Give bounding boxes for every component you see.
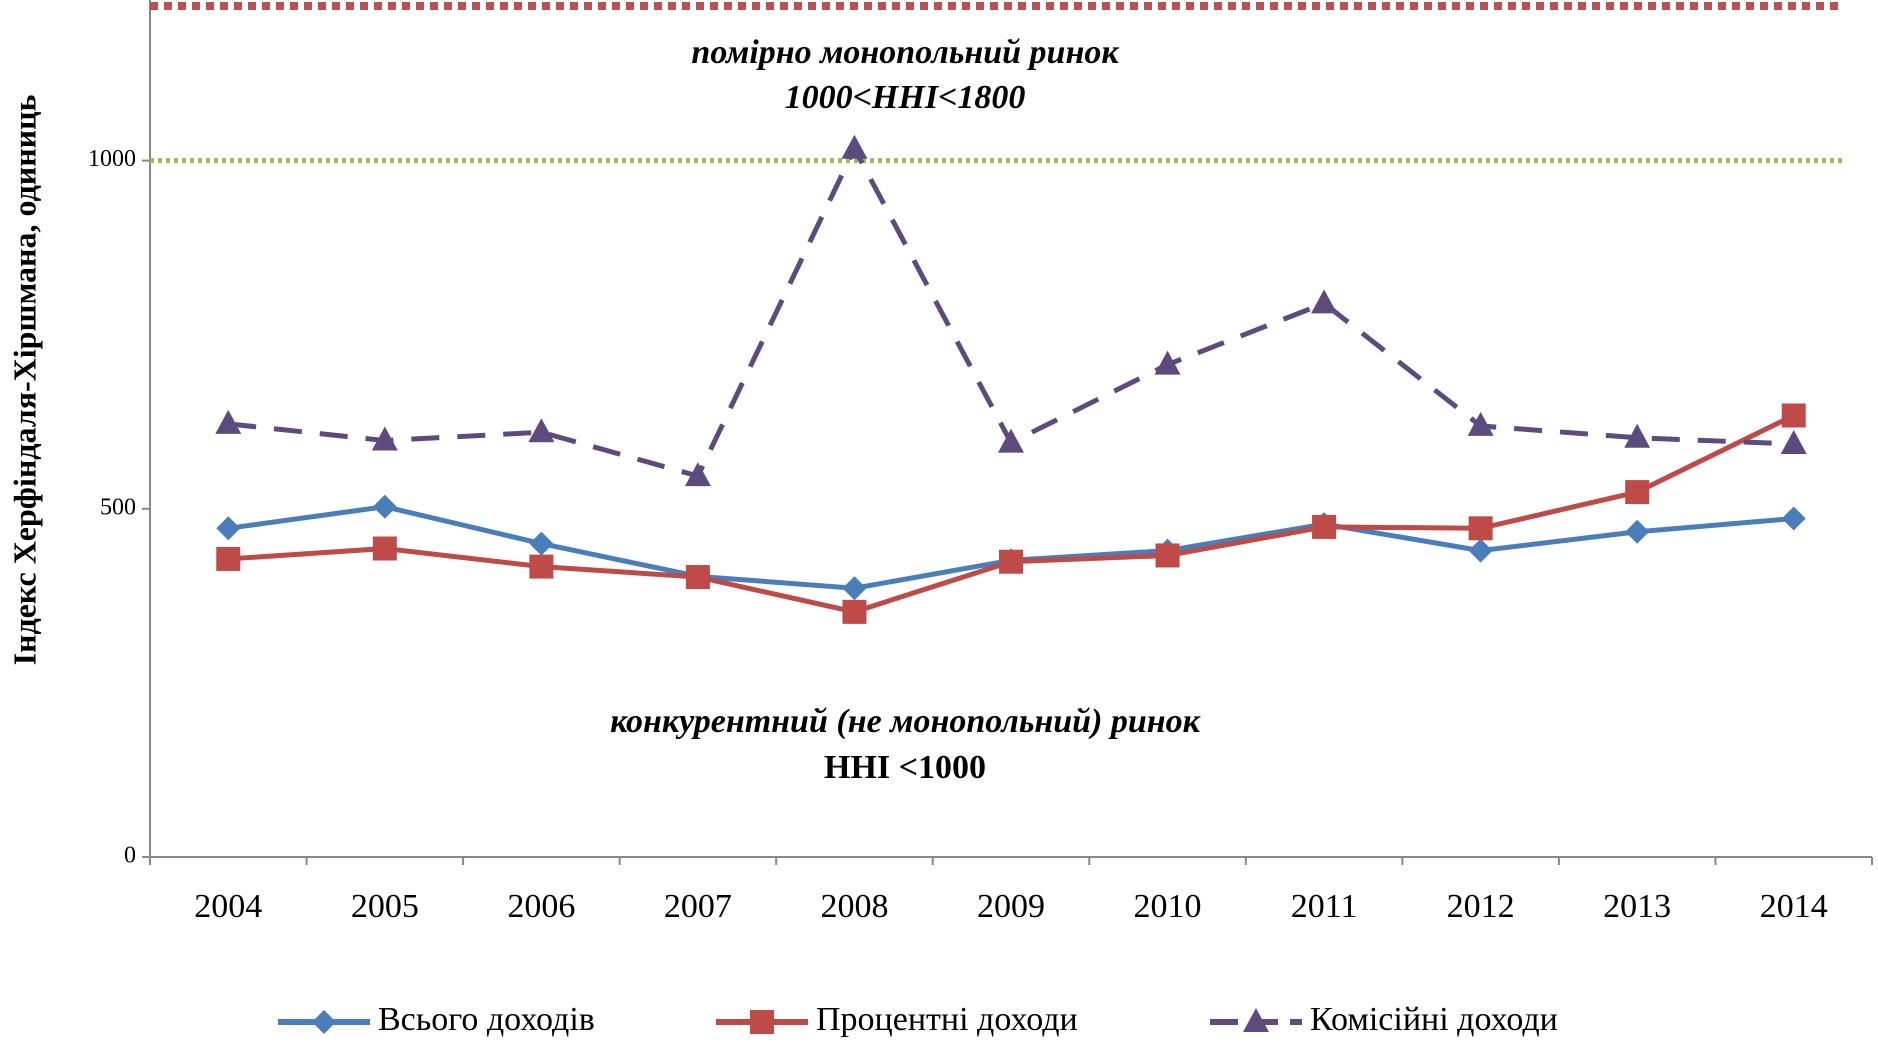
legend-label: Комісійні доходи — [1310, 1001, 1558, 1038]
y-axis-label: Індекс Херфіндаля-Хіршмана, одиниць — [6, 94, 42, 665]
series-marker — [842, 576, 867, 601]
series-marker — [1625, 519, 1650, 544]
series-marker — [998, 428, 1024, 453]
series-marker — [1312, 514, 1337, 539]
series-marker — [842, 599, 867, 624]
series-marker — [372, 494, 397, 519]
series-marker — [1624, 423, 1651, 448]
x-tick-label: 2005 — [351, 888, 419, 925]
series-marker — [216, 516, 241, 541]
series-line — [228, 143, 1794, 480]
series-marker — [1781, 403, 1806, 428]
series-marker — [529, 554, 554, 579]
series-marker — [1780, 430, 1807, 455]
y-tick-label: 0 — [124, 843, 136, 869]
legend-label: Процентні доходи — [816, 1001, 1078, 1038]
x-tick-label: 2009 — [977, 888, 1045, 925]
x-tick-label: 2011 — [1291, 888, 1358, 925]
series-marker — [528, 418, 555, 443]
series-marker — [216, 546, 241, 571]
series-line — [227, 504, 1794, 591]
y-tick-label: 500 — [100, 494, 136, 520]
annotation: помірно монопольний ринок — [691, 34, 1119, 71]
x-tick-label: 2013 — [1603, 888, 1671, 925]
x-tick-label: 2007 — [664, 888, 732, 925]
series-marker — [1154, 350, 1181, 375]
x-tick-label: 2014 — [1760, 888, 1828, 925]
series-marker — [1781, 506, 1806, 531]
annotation: 1000<ННІ<1800 — [785, 79, 1026, 116]
series-marker — [1311, 289, 1338, 314]
series-marker — [215, 409, 242, 434]
series-marker — [684, 462, 711, 487]
x-tick-label: 2010 — [1134, 888, 1202, 925]
series-marker — [372, 536, 397, 561]
legend-marker — [312, 1010, 336, 1034]
series-marker — [999, 549, 1023, 574]
series-marker — [1467, 411, 1494, 436]
legend-marker — [1243, 1008, 1269, 1032]
x-tick-label: 2008 — [820, 888, 888, 925]
y-tick-label: 1000 — [88, 146, 136, 172]
annotation: ННІ <1000 — [824, 749, 986, 786]
series-marker — [1468, 538, 1493, 563]
series-marker — [1625, 480, 1650, 505]
x-tick-label: 2006 — [507, 888, 575, 925]
series-marker — [841, 134, 868, 159]
x-tick-label: 2012 — [1447, 888, 1515, 925]
annotation: конкурентний (не монопольний) ринок — [610, 703, 1201, 740]
legend-label: Всього доходів — [378, 1001, 595, 1038]
legend-marker — [750, 1010, 774, 1034]
series-marker — [371, 426, 398, 451]
series-marker — [529, 531, 554, 556]
x-tick-label: 2004 — [194, 888, 262, 925]
series-marker — [685, 565, 710, 590]
series-marker — [1468, 516, 1493, 541]
series-marker — [1155, 543, 1180, 568]
